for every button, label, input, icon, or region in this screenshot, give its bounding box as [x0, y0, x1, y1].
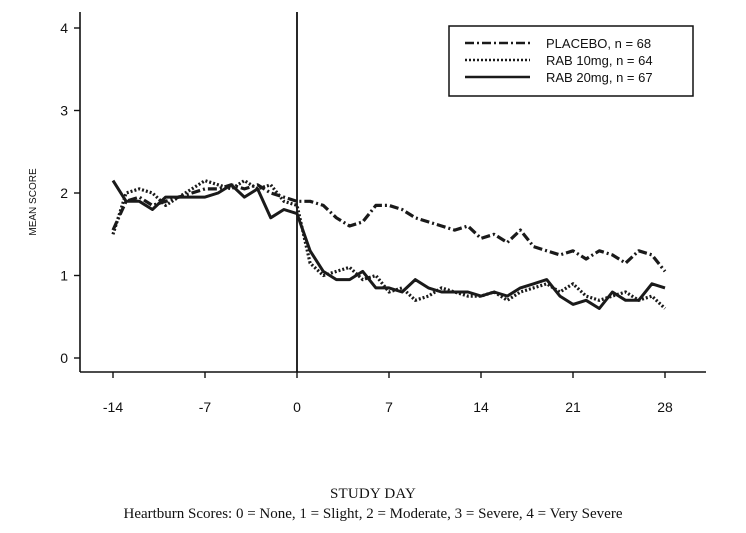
x-tick-label: 14 [473, 399, 489, 415]
legend: PLACEBO, n = 68 RAB 10mg, n = 64 RAB 20mg,… [449, 26, 693, 96]
series-line-solid [113, 181, 665, 309]
y-tick-label: 1 [60, 268, 68, 284]
x-tick-label: 21 [565, 399, 581, 415]
x-tick-label: -14 [103, 399, 123, 415]
x-tick-label: 28 [657, 399, 673, 415]
x-tick-label: 0 [293, 399, 301, 415]
line-chart: 0 1 2 3 4 -14 -7 0 7 14 21 28 MEAN SCORE PLACEBO, n … [0, 0, 746, 480]
legend-label: RAB 20mg, n = 67 [546, 70, 653, 85]
y-tick-label: 3 [60, 103, 68, 119]
y-axis-title: MEAN SCORE [28, 168, 39, 236]
series-layer [113, 181, 665, 309]
legend-label: RAB 10mg, n = 64 [546, 53, 653, 68]
y-tick-label: 0 [60, 350, 68, 366]
y-tick-label: 2 [60, 185, 68, 201]
y-tick-label: 4 [60, 20, 68, 36]
x-tick-label: 7 [385, 399, 393, 415]
legend-label: PLACEBO, n = 68 [546, 36, 651, 51]
score-caption: Heartburn Scores: 0 = None, 1 = Slight, … [0, 506, 746, 523]
x-axis-title: STUDY DAY [0, 486, 746, 503]
x-tick-label: -7 [199, 399, 212, 415]
